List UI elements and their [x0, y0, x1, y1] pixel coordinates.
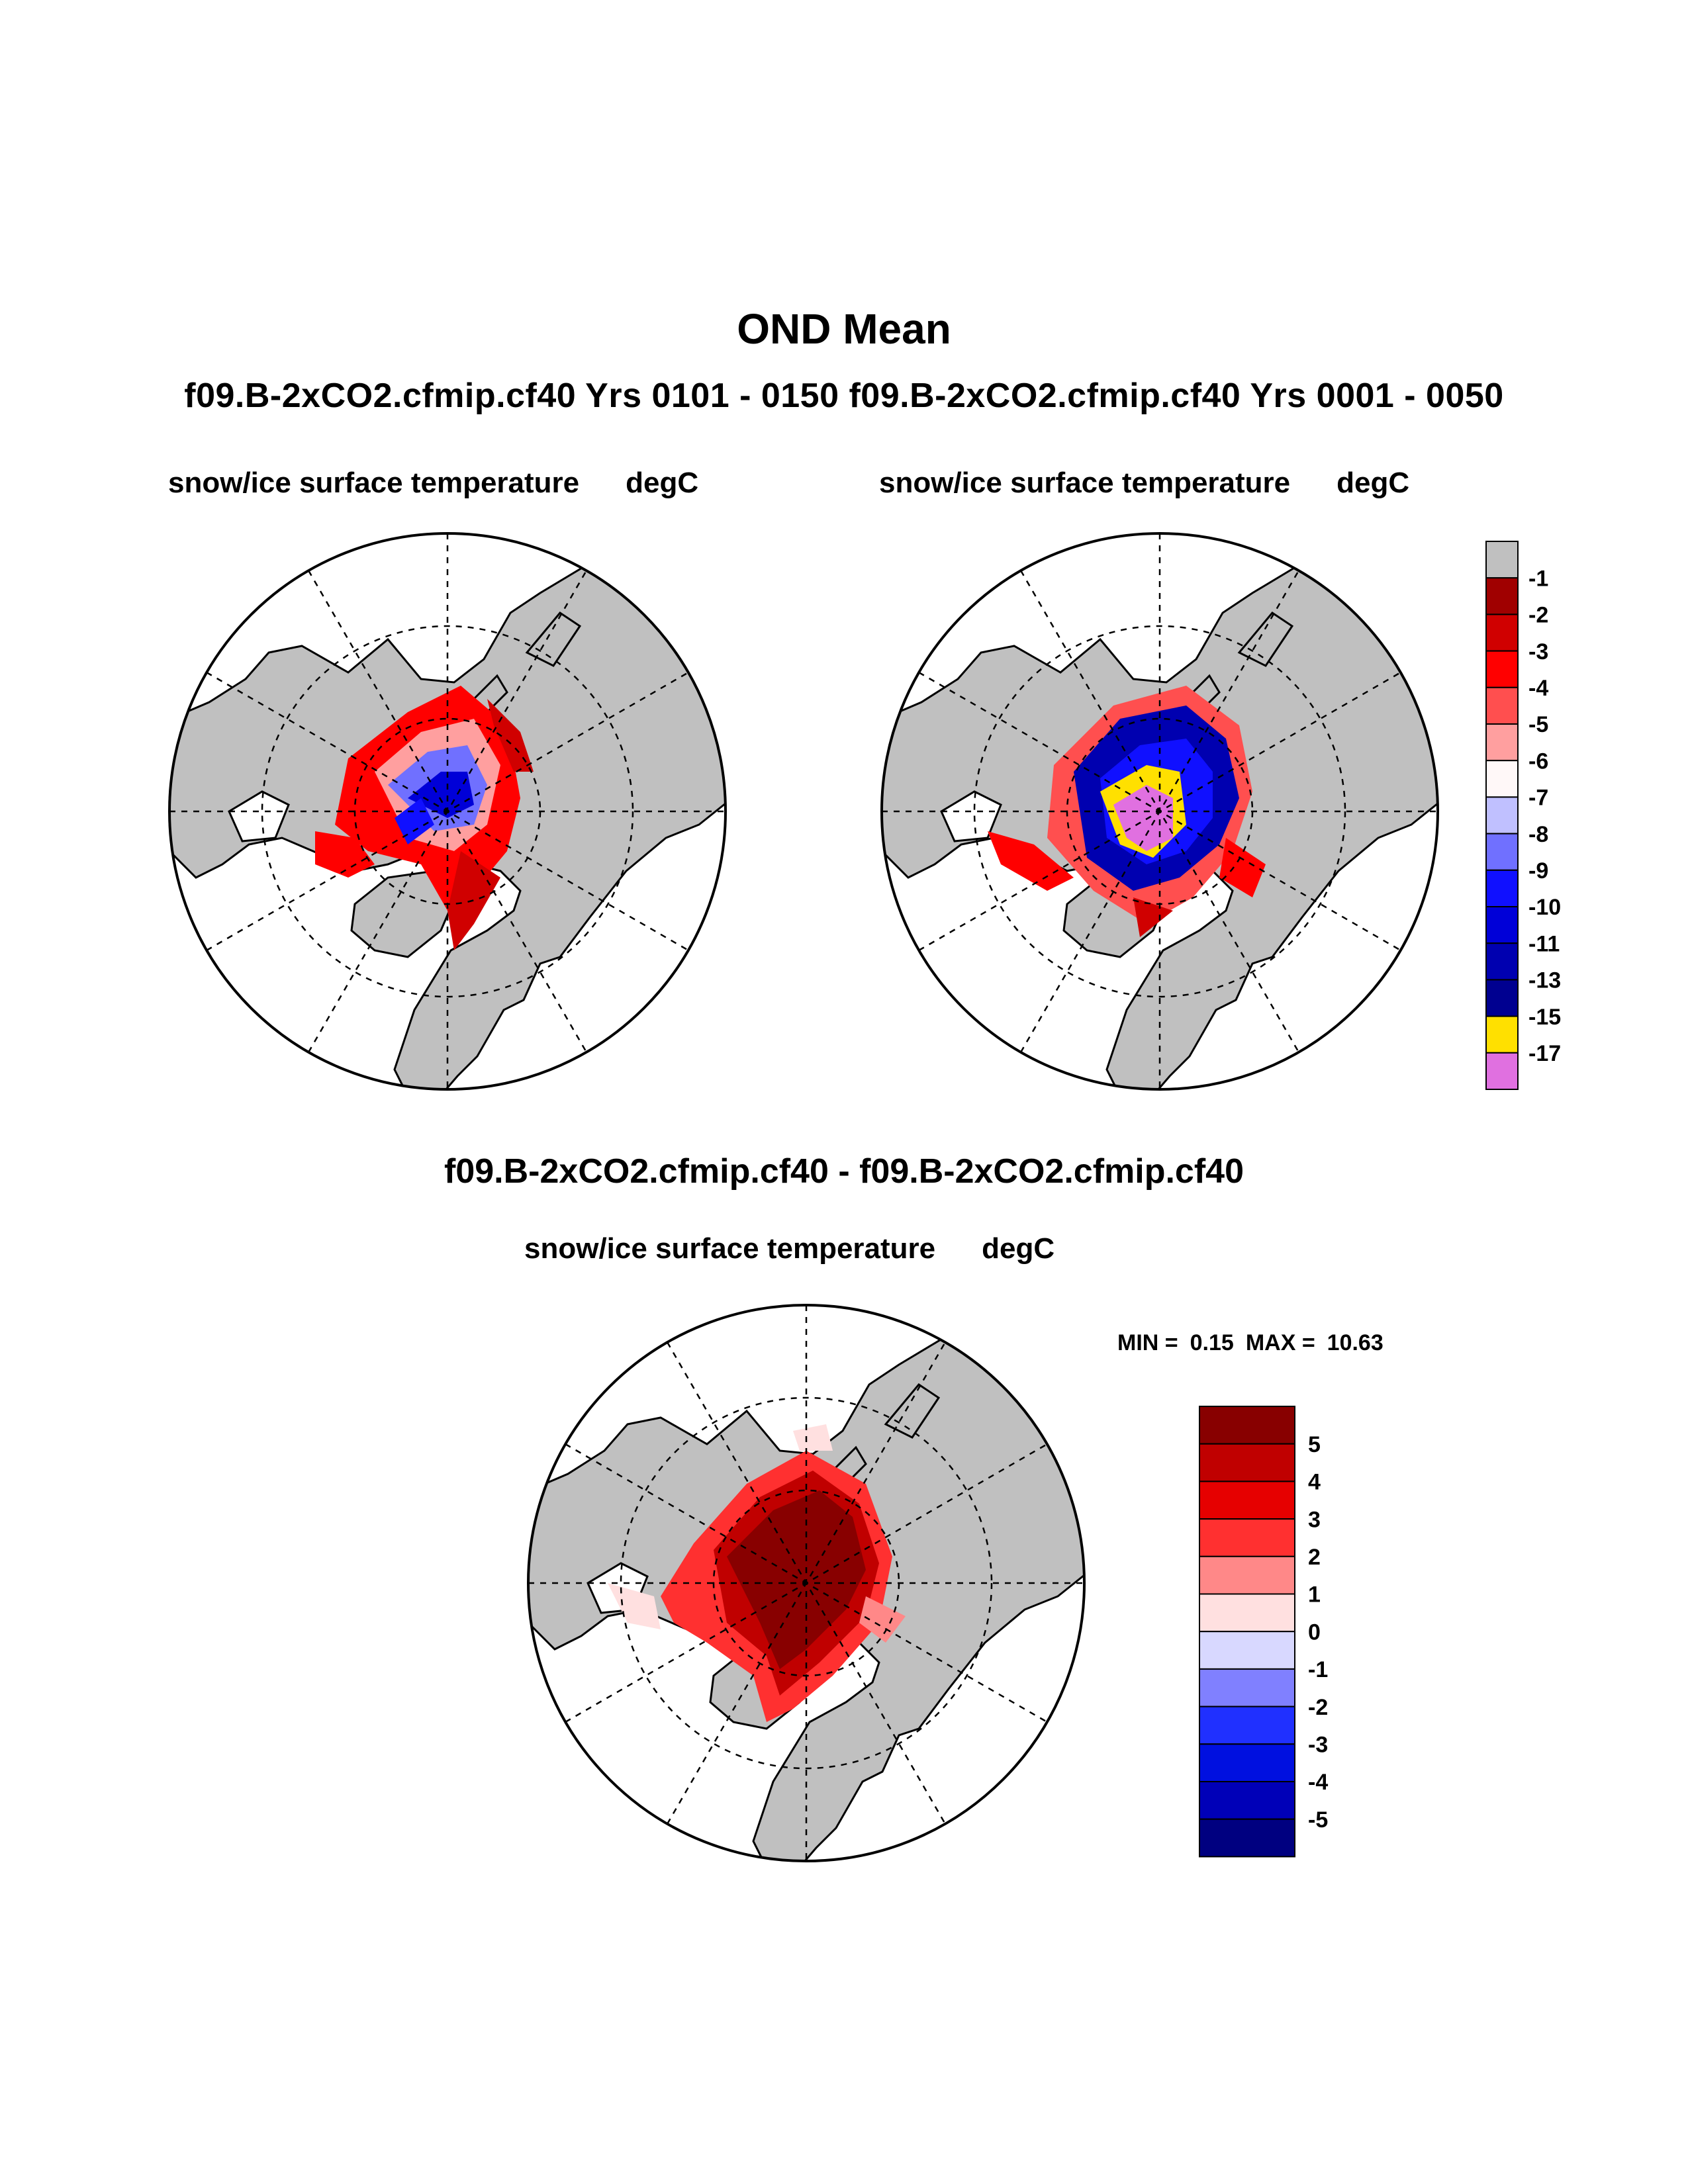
- max-value: 10.63: [1327, 1330, 1383, 1355]
- difference-colorbar-swatch-6: [1199, 1631, 1295, 1670]
- difference-colorbar-label-7: -2: [1308, 1695, 1328, 1720]
- absolute-colorbar-label-13: -17: [1528, 1041, 1561, 1066]
- difference-colorbar-swatch-9: [1199, 1743, 1295, 1783]
- absolute-colorbar-label-5: -6: [1528, 749, 1548, 774]
- absolute-colorbar-swatch-3: [1485, 650, 1519, 688]
- absolute-colorbar-swatch-5: [1485, 723, 1519, 762]
- absolute-colorbar-swatch-11: [1485, 942, 1519, 981]
- absolute-colorbar-swatch-0: [1485, 541, 1519, 579]
- absolute-colorbar-swatch-9: [1485, 869, 1519, 908]
- left-variable-label: snow/ice surface temperature: [168, 467, 580, 499]
- min-label: MIN =: [1117, 1330, 1178, 1355]
- difference-colorbar-label-2: 3: [1308, 1507, 1321, 1532]
- difference-colorbar-swatch-8: [1199, 1706, 1295, 1745]
- difference-colorbar-swatch-4: [1199, 1555, 1295, 1595]
- left-polar-map: [168, 532, 727, 1091]
- absolute-colorbar-label-1: -2: [1528, 603, 1548, 628]
- difference-colorbar-label-4: 1: [1308, 1582, 1321, 1608]
- min-value: 0.15: [1190, 1330, 1234, 1355]
- absolute-colorbar-swatch-14: [1485, 1052, 1519, 1091]
- difference-colorbar-label-9: -4: [1308, 1770, 1328, 1795]
- difference-colorbar-swatch-3: [1199, 1518, 1295, 1557]
- absolute-colorbar-label-7: -8: [1528, 822, 1548, 847]
- difference-colorbar-label-8: -3: [1308, 1733, 1328, 1758]
- page-title: OND Mean: [737, 305, 951, 353]
- difference-colorbar-swatch-7: [1199, 1668, 1295, 1707]
- difference-colorbar-swatch-5: [1199, 1593, 1295, 1633]
- difference-colorbar-label-10: -5: [1308, 1807, 1328, 1833]
- difference-colorbar-label-0: 5: [1308, 1432, 1321, 1457]
- absolute-colorbar-label-8: -9: [1528, 858, 1548, 884]
- left-units-label: degC: [626, 467, 699, 499]
- difference-colorbar-label-3: 2: [1308, 1545, 1321, 1570]
- right-polar-map: [880, 532, 1439, 1091]
- difference-colorbar-swatch-2: [1199, 1480, 1295, 1520]
- absolute-colorbar-swatch-8: [1485, 833, 1519, 871]
- min-max-readout: MIN = 0.15 MAX = 10.63: [1117, 1330, 1395, 1356]
- difference-title: f09.B-2xCO2.cfmip.cf40 - f09.B-2xCO2.cfm…: [444, 1152, 1244, 1191]
- absolute-colorbar-swatch-1: [1485, 577, 1519, 615]
- absolute-colorbar-label-10: -11: [1528, 931, 1560, 956]
- max-label: MAX =: [1245, 1330, 1315, 1355]
- difference-polar-map: [527, 1304, 1086, 1862]
- right-variable-label: snow/ice surface temperature: [879, 467, 1291, 499]
- absolute-colorbar-swatch-13: [1485, 1015, 1519, 1054]
- absolute-colorbar-swatch-12: [1485, 979, 1519, 1017]
- difference-colorbar: 5 4 3 2 1 0 -1 -2 -3 -4 -5: [1199, 1406, 1328, 1858]
- absolute-colorbar-swatch-2: [1485, 614, 1519, 652]
- absolute-colorbar-swatch-4: [1485, 686, 1519, 725]
- difference-colorbar-swatch-11: [1199, 1818, 1295, 1858]
- difference-panel-title: snow/ice surface temperature degC: [524, 1232, 1055, 1265]
- right-units-label: degC: [1336, 467, 1410, 499]
- difference-colorbar-label-5: 0: [1308, 1619, 1321, 1645]
- absolute-colorbar-swatch-7: [1485, 796, 1519, 835]
- difference-units-label: degC: [982, 1232, 1055, 1265]
- difference-colorbar-swatch-10: [1199, 1781, 1295, 1820]
- absolute-colorbar-swatch-10: [1485, 906, 1519, 944]
- absolute-colorbar-label-0: -1: [1528, 566, 1548, 591]
- difference-colorbar-label-1: 4: [1308, 1470, 1321, 1495]
- absolute-colorbar-label-6: -7: [1528, 786, 1548, 811]
- absolute-colorbar-label-3: -4: [1528, 676, 1548, 701]
- right-panel-title: snow/ice surface temperature degC: [879, 467, 1409, 500]
- absolute-colorbar-swatch-6: [1485, 760, 1519, 798]
- absolute-colorbar-label-2: -3: [1528, 639, 1548, 664]
- absolute-colorbar-label-9: -10: [1528, 895, 1561, 920]
- difference-variable-label: snow/ice surface temperature: [524, 1232, 936, 1265]
- absolute-colorbar: -1 -2 -3 -4 -5 -6 -7 -8 -9 -10 -11 -13 -15 -17: [1485, 541, 1561, 1091]
- difference-colorbar-swatch-1: [1199, 1443, 1295, 1482]
- page-subtitle: f09.B-2xCO2.cfmip.cf40 Yrs 0101 - 0150 f…: [184, 377, 1504, 415]
- difference-colorbar-swatch-0: [1199, 1406, 1295, 1445]
- absolute-colorbar-label-11: -13: [1528, 968, 1561, 993]
- absolute-colorbar-label-12: -15: [1528, 1005, 1561, 1030]
- difference-colorbar-label-6: -1: [1308, 1657, 1328, 1682]
- left-panel-title: snow/ice surface temperature degC: [168, 467, 698, 500]
- absolute-colorbar-label-4: -5: [1528, 712, 1548, 737]
